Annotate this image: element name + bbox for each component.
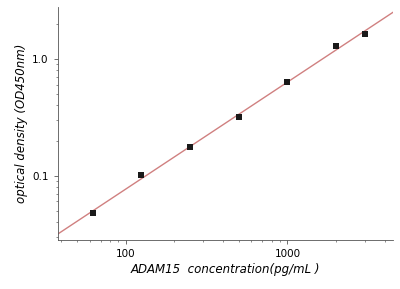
X-axis label: ADAM15  concentration(pg/mL ): ADAM15 concentration(pg/mL ) [130,263,320,276]
Y-axis label: optical density (OD450nm): optical density (OD450nm) [15,44,28,203]
